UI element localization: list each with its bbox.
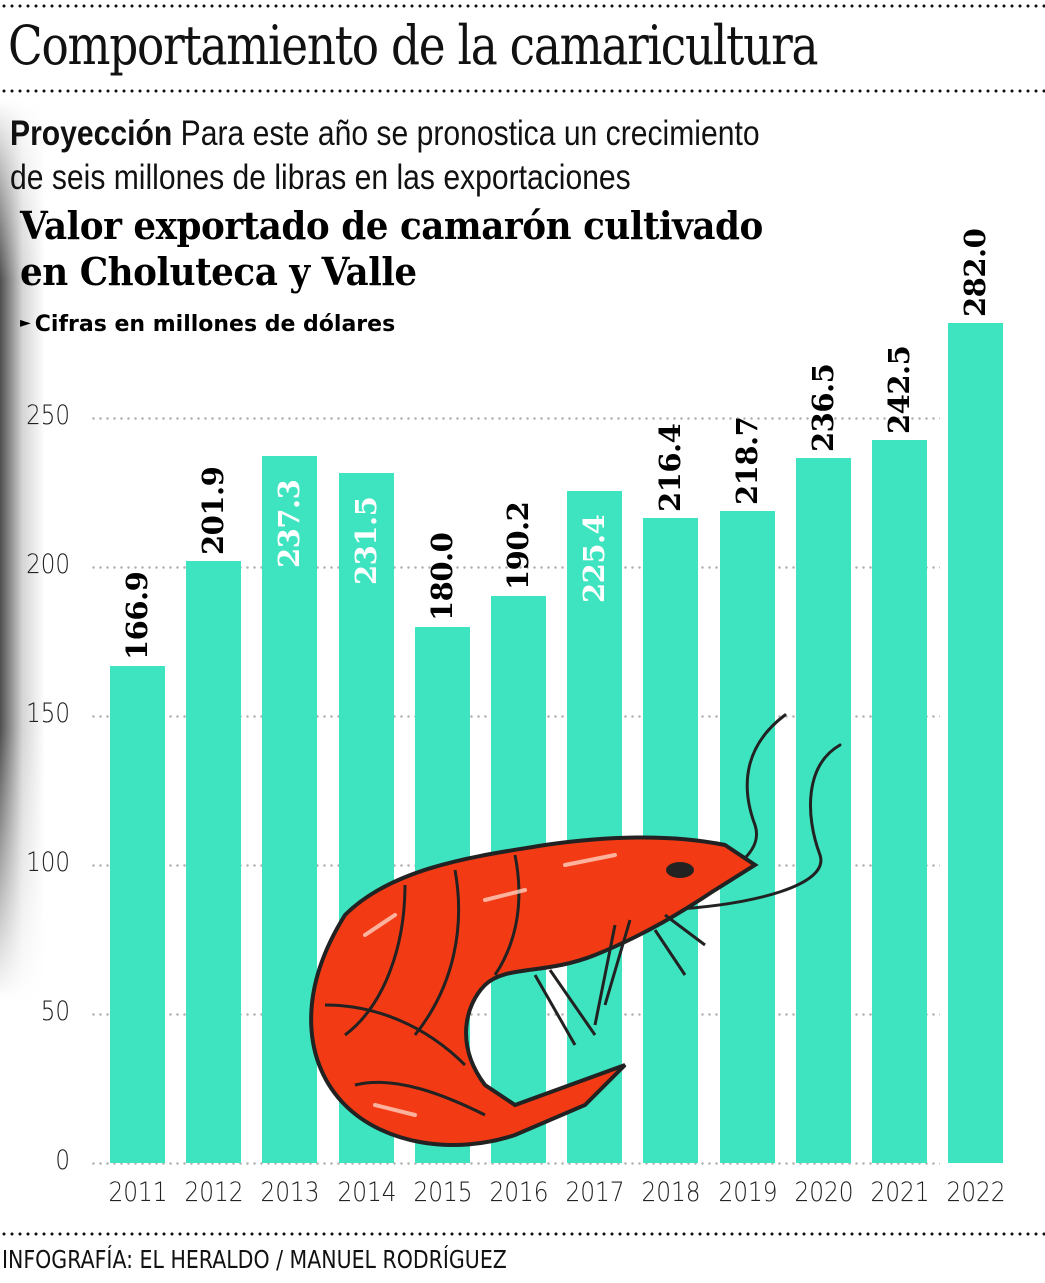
gridline [90,566,940,569]
bar-value-label: 282.0 [958,228,993,317]
bar-value-label: 237.3 [272,479,307,568]
x-axis-tick: 2012 [184,1177,244,1208]
chart-title: Valor exportado de camarón cultivado en … [20,203,763,295]
x-axis-tick: 2013 [260,1177,320,1208]
deck-line-1: Para este año se pronostica un crecimien… [172,114,760,153]
x-axis-tick: 2018 [641,1177,701,1208]
bar-value-label: 225.4 [577,514,612,604]
y-axis-tick: 100 [26,847,70,878]
deck: Proyección Para este año se pronostica u… [10,112,760,200]
bar-2011 [110,665,165,1163]
bar-2013 [262,455,318,1163]
bar-value-label: 201.9 [196,467,231,556]
bar-value-label: 166.9 [120,571,154,660]
bar-2022 [948,322,1004,1163]
x-axis-tick: 2011 [108,1177,168,1208]
y-axis-tick: 250 [26,400,70,431]
bar-2012 [186,561,242,1163]
bar-value-label: 236.5 [805,363,840,453]
credit: INFOGRAFÍA: EL HERALDO / MANUEL RODRÍGUE… [2,1245,507,1274]
x-axis-tick: 2021 [870,1177,930,1208]
units-note: ► Cifras en millones de dólares [20,312,395,337]
bar-value-label: 242.5 [882,346,916,435]
x-axis-tick: 2019 [718,1177,778,1208]
bar-2019 [719,511,775,1163]
deck-line-2: de seis millones de libras en las export… [10,158,631,197]
y-axis-tick: 0 [55,1145,70,1176]
x-axis-tick: 2017 [565,1177,625,1208]
footer-dotted-rule [0,1232,1045,1236]
x-axis-tick: 2020 [794,1177,854,1208]
top-dotted-rule [0,4,1045,8]
bar-2021 [872,440,927,1163]
units-text: Cifras en millones de dólares [34,312,396,337]
deck-lead: Proyección [10,114,173,153]
bar-2017 [567,491,623,1163]
triangle-right-icon: ► [20,315,31,331]
headline: Comportamiento de la camaricultura [8,14,819,77]
x-axis-tick: 2014 [337,1177,397,1208]
bar-value-label: 218.7 [729,416,764,506]
y-axis-tick: 200 [26,549,70,580]
chart-title-line-2: en Choluteca y Valle [20,249,417,294]
y-axis-tick: 150 [26,698,70,729]
headline-dotted-rule [0,89,1045,93]
bar-value-label: 216.4 [653,423,688,513]
chart-title-line-1: Valor exportado de camarón cultivado [20,203,763,248]
gridline [90,417,940,420]
x-axis-tick: 2022 [946,1177,1006,1208]
bar-2020 [795,458,851,1163]
bar-value-label: 180.0 [424,532,459,621]
y-axis-tick: 50 [40,996,70,1027]
bar-value-label: 231.5 [348,496,383,586]
shrimp-illustration [309,713,842,1147]
x-axis-tick: 2015 [413,1177,473,1208]
gridline [90,1162,940,1165]
bar-value-label: 190.2 [501,501,535,591]
x-axis-tick: 2016 [489,1177,549,1208]
